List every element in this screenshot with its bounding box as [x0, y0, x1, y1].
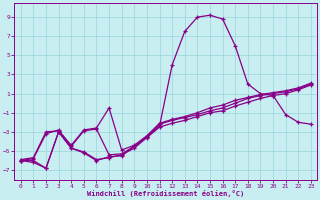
X-axis label: Windchill (Refroidissement éolien,°C): Windchill (Refroidissement éolien,°C) [87, 190, 244, 197]
